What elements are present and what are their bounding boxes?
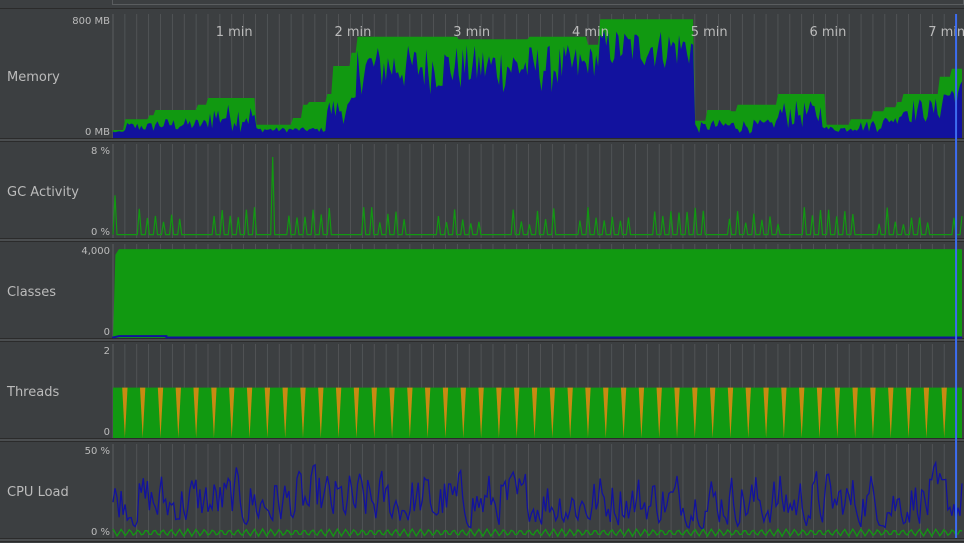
threads-daemon-tooth bbox=[122, 387, 128, 438]
threads-daemon-tooth bbox=[175, 387, 181, 438]
threads-daemon-tooth bbox=[656, 387, 662, 438]
threads-daemon-tooth bbox=[905, 387, 912, 438]
panel-plot-area bbox=[113, 444, 962, 538]
threads-daemon-tooth bbox=[745, 387, 751, 438]
threads-daemon-tooth bbox=[620, 387, 627, 438]
classes-unloaded-line bbox=[112, 335, 962, 339]
y-max-label: 800 MB bbox=[72, 16, 110, 27]
threads-daemon-tooth bbox=[514, 387, 520, 438]
threads-daemon-tooth bbox=[692, 387, 698, 438]
threads-daemon-tooth bbox=[407, 387, 413, 438]
threads-daemon-tooth bbox=[478, 387, 484, 438]
threads-daemon-tooth bbox=[157, 387, 164, 438]
threads-daemon-tooth bbox=[923, 387, 930, 438]
threads-daemon-tooth bbox=[211, 387, 217, 438]
threads-daemon-tooth bbox=[763, 387, 769, 438]
threads-daemon-tooth bbox=[709, 387, 716, 438]
threads-daemon-tooth bbox=[870, 387, 876, 438]
y-min-label: 0 % bbox=[91, 527, 110, 538]
threads-live-area bbox=[113, 387, 962, 438]
threads-daemon-tooth bbox=[371, 387, 377, 438]
classes-loaded-area bbox=[113, 249, 962, 338]
threads-daemon-tooth bbox=[229, 387, 235, 438]
panel-separator-highlight bbox=[0, 539, 964, 541]
threads-daemon-tooth bbox=[460, 387, 466, 438]
y-max-label: 50 % bbox=[85, 446, 110, 457]
threads-daemon-tooth bbox=[531, 387, 538, 438]
threads-daemon-tooth bbox=[353, 387, 360, 438]
threads-daemon-tooth bbox=[335, 387, 342, 438]
cpu-process-line bbox=[112, 460, 963, 530]
threads-daemon-tooth bbox=[193, 387, 199, 438]
threads-daemon-tooth bbox=[638, 387, 645, 438]
threads-daemon-tooth bbox=[585, 387, 591, 438]
threads-daemon-tooth bbox=[941, 387, 947, 438]
time-tick-label: 3 min bbox=[453, 25, 490, 40]
threads-daemon-tooth bbox=[852, 387, 858, 438]
panel-title: Threads bbox=[6, 385, 59, 400]
threads-daemon-tooth bbox=[816, 387, 823, 438]
threads-daemon-tooth bbox=[264, 387, 271, 438]
y-max-label: 2 bbox=[104, 346, 110, 357]
panel-title: Memory bbox=[7, 70, 60, 85]
panel-separator-highlight bbox=[0, 239, 964, 241]
threads-daemon-tooth bbox=[674, 387, 680, 438]
threads-daemon-tooth bbox=[567, 387, 573, 438]
threads-daemon-tooth bbox=[549, 387, 556, 438]
panel-title: CPU Load bbox=[7, 485, 69, 500]
time-tick-label: 7 min bbox=[928, 25, 964, 40]
time-tick-label: 1 min bbox=[216, 25, 253, 40]
time-tick-label: 5 min bbox=[691, 25, 728, 40]
y-max-label: 8 % bbox=[91, 146, 110, 157]
threads-daemon-tooth bbox=[727, 387, 734, 438]
cpu-gc-line bbox=[112, 527, 963, 538]
threads-daemon-tooth bbox=[496, 387, 502, 438]
threads-daemon-tooth bbox=[603, 387, 609, 438]
panel-title: GC Activity bbox=[7, 185, 79, 200]
time-tick-label: 2 min bbox=[334, 25, 371, 40]
threads-daemon-tooth bbox=[246, 387, 253, 438]
panel-title: Classes bbox=[7, 285, 56, 300]
panel-separator-highlight bbox=[0, 439, 964, 441]
panel-separator-highlight bbox=[0, 139, 964, 141]
threads-daemon-tooth bbox=[140, 387, 146, 438]
threads-daemon-tooth bbox=[781, 387, 787, 438]
threads-daemon-tooth bbox=[318, 387, 324, 438]
threads-daemon-tooth bbox=[888, 387, 894, 438]
y-min-label: 0 MB bbox=[85, 127, 110, 138]
threads-daemon-tooth bbox=[834, 387, 840, 438]
panel-plot-area bbox=[113, 144, 962, 238]
y-min-label: 0 % bbox=[91, 227, 110, 238]
memory-used-area bbox=[113, 30, 962, 138]
threads-daemon-tooth bbox=[442, 387, 449, 438]
threads-daemon-tooth bbox=[424, 387, 431, 438]
time-tick-label: 4 min bbox=[572, 25, 609, 40]
threads-daemon-tooth bbox=[300, 387, 306, 438]
threads-daemon-tooth bbox=[389, 387, 395, 438]
gc-activity-line bbox=[112, 156, 963, 236]
y-max-label: 4,000 bbox=[81, 246, 110, 257]
time-tick-label: 6 min bbox=[809, 25, 846, 40]
y-min-label: 0 bbox=[104, 327, 110, 338]
threads-daemon-tooth bbox=[282, 387, 288, 438]
panel-separator-highlight bbox=[0, 339, 964, 341]
threads-daemon-tooth bbox=[799, 387, 805, 438]
y-min-label: 0 bbox=[104, 427, 110, 438]
